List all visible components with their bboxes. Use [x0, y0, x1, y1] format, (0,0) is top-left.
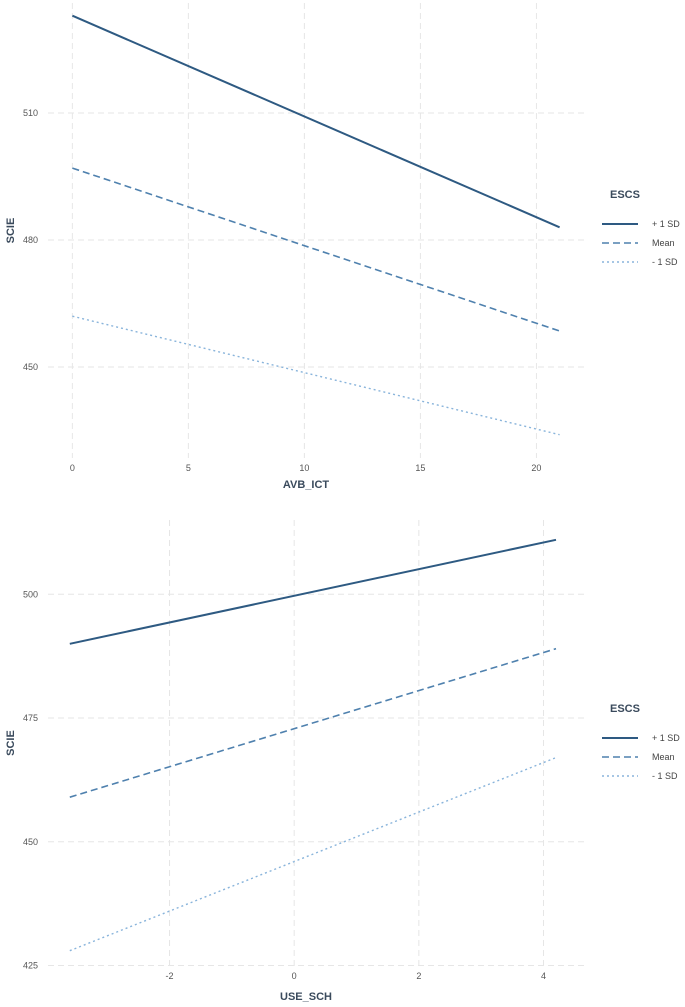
y-tick-label: 450 — [23, 362, 38, 372]
x-tick-label: 10 — [299, 463, 309, 473]
y-tick-label: 480 — [23, 235, 38, 245]
legend: ESCS + 1 SD Mean - 1 SD — [602, 703, 680, 781]
legend-label: - 1 SD — [652, 257, 678, 267]
y-tick-label: 425 — [23, 961, 38, 971]
x-tick-label: 0 — [292, 971, 297, 981]
legend-label: Mean — [652, 752, 675, 762]
series-line — [72, 167, 560, 332]
x-tick-label: 15 — [415, 463, 425, 473]
x-tick-label: 5 — [186, 463, 191, 473]
series-line — [72, 14, 560, 229]
x-tick-label: 20 — [531, 463, 541, 473]
y-axis-title: SCIE — [5, 730, 17, 756]
x-axis-title: USE_SCH — [280, 991, 332, 1003]
x-tick-label: -2 — [166, 971, 174, 981]
legend: ESCS + 1 SD Mean - 1 SD — [602, 189, 680, 267]
legend-label: - 1 SD — [652, 771, 678, 781]
legend-label: + 1 SD — [652, 733, 680, 743]
series-line — [69, 538, 557, 645]
x-tick-label: 2 — [416, 971, 421, 981]
legend-title: ESCS — [610, 703, 640, 715]
y-axis-title: SCIE — [5, 218, 17, 244]
legend-label: + 1 SD — [652, 219, 680, 229]
series-line — [72, 315, 560, 436]
y-tick-label: 475 — [23, 713, 38, 723]
x-tick-label: 0 — [70, 463, 75, 473]
x-axis-title: AVB_ICT — [283, 479, 330, 491]
chart-2: -2 0 2 4 425 450 475 500 USE_SCH SCIE ESCS + 1 SD Me… — [5, 520, 680, 1003]
series-line — [69, 647, 557, 798]
y-tick-label: 500 — [23, 589, 38, 599]
x-tick-label: 4 — [541, 971, 546, 981]
legend-title: ESCS — [610, 189, 640, 201]
series-line — [69, 756, 557, 952]
y-tick-label: 510 — [23, 108, 38, 118]
legend-label: Mean — [652, 238, 675, 248]
y-tick-label: 450 — [23, 837, 38, 847]
